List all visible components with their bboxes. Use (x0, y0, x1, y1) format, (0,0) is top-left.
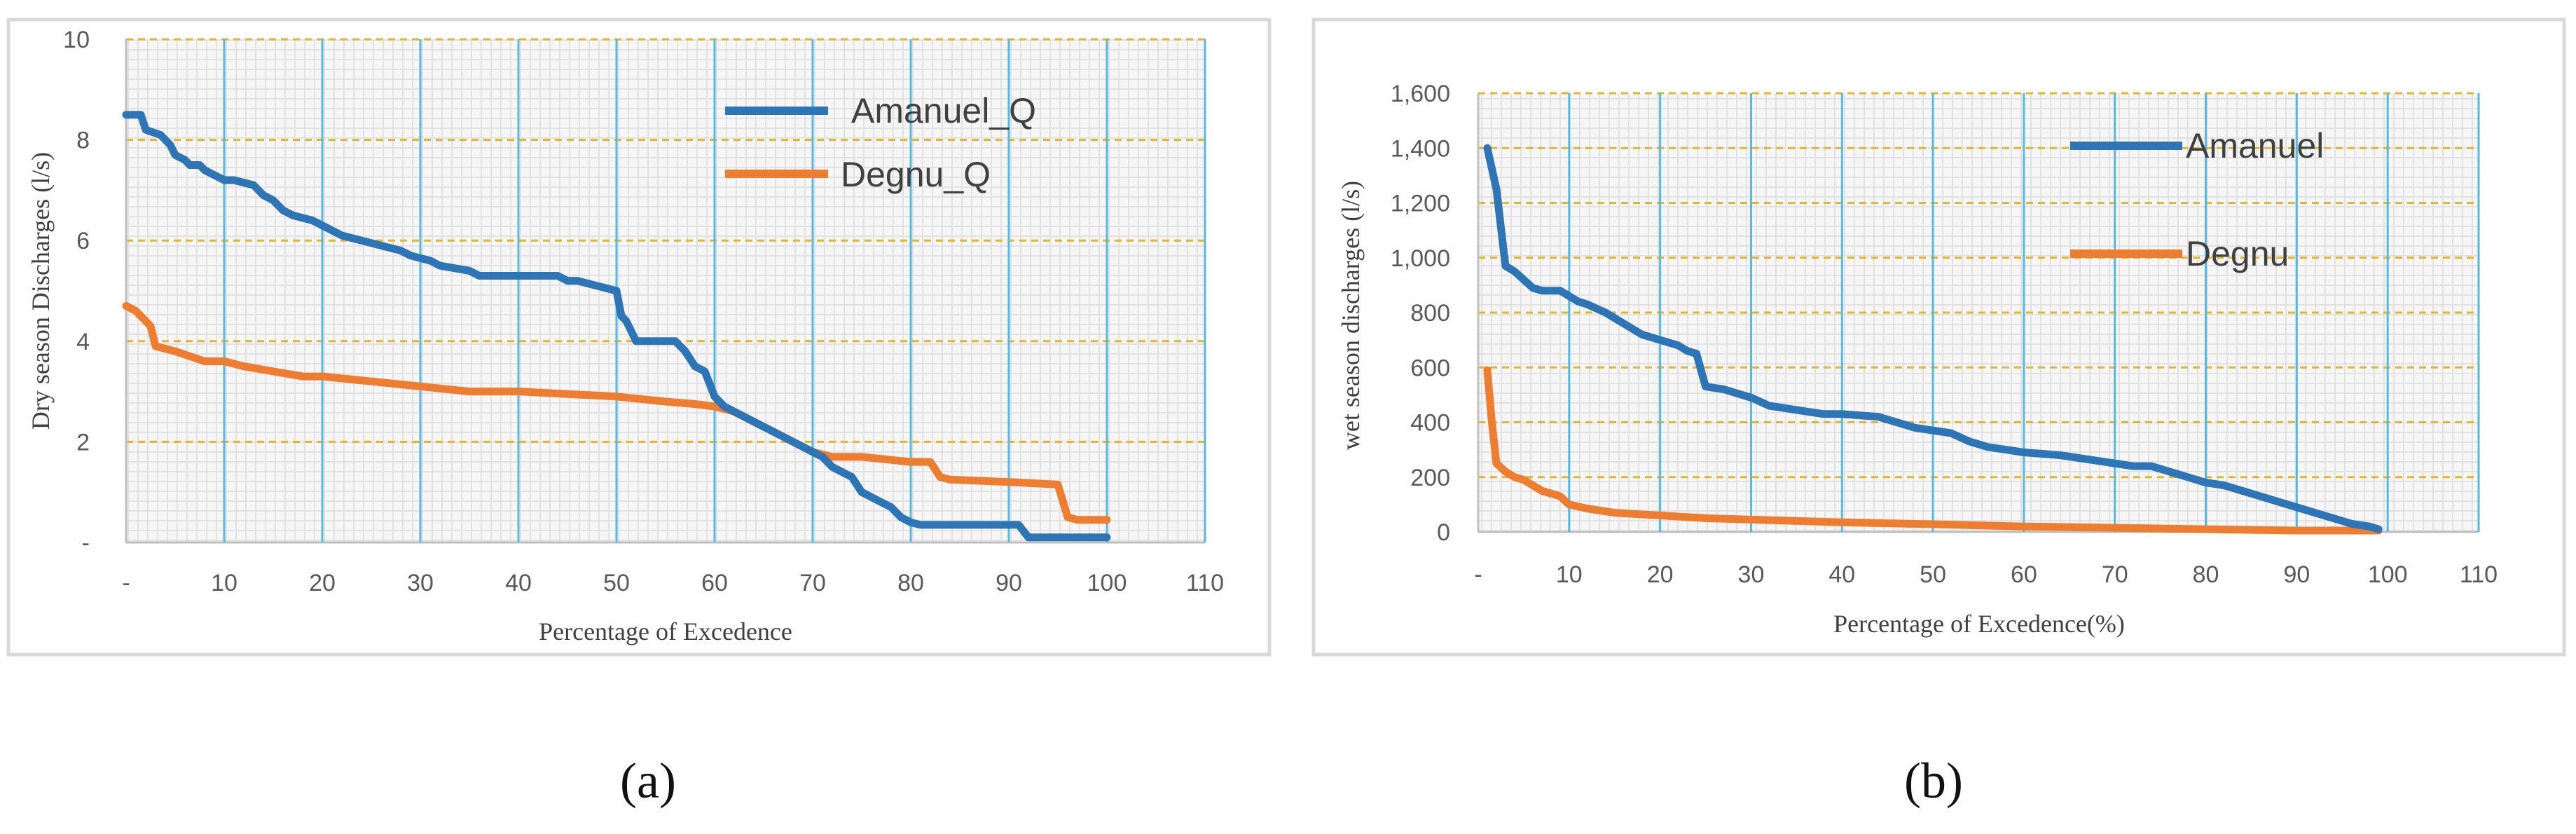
chart-b-y-tick-label: 1,000 (1391, 245, 1450, 272)
chart-b-x-axis-title: Percentage of Excedence(%) (1833, 610, 2125, 638)
chart-a-legend: Amanuel_Q Degnu_Q (725, 91, 1036, 194)
chart-b-x-tick-labels: - 10 20 30 40 50 60 70 80 90 100 110 (1474, 561, 2498, 588)
chart-a-x-tick-labels: - 10 20 30 40 50 60 70 80 90 100 110 (122, 570, 1224, 596)
chart-a-plot-area (126, 39, 1205, 542)
chart-b-series-amanuel (1483, 144, 2383, 533)
chart-b-x-tick-label: 70 (2102, 561, 2128, 588)
chart-a-x-tick-label: 30 (407, 570, 434, 596)
chart-a-gridlines (125, 38, 1206, 544)
chart-a-series-layer (122, 111, 1111, 542)
chart-a-y-tick-label: 4 (76, 329, 90, 355)
chart-a-x-tick-label: 20 (309, 570, 336, 596)
caption-b: (b) (1904, 753, 1963, 809)
chart-b-x-tick-label: 20 (1647, 561, 1674, 588)
chart-b-x-tick-label: 40 (1828, 561, 1855, 588)
caption-a: (a) (620, 753, 676, 809)
chart-b-y-tick-label: 1,200 (1391, 191, 1450, 217)
chart-b-x-tick-label: 10 (1556, 561, 1583, 588)
chart-b-y-tick-label: 400 (1410, 410, 1450, 437)
chart-a-series-degnu-q (122, 302, 1111, 524)
chart-a-y-tick-label: 6 (76, 228, 90, 254)
chart-b-x-tick-label: 50 (1920, 561, 1946, 588)
chart-a-x-tick-label: 60 (701, 570, 728, 596)
chart-a-x-tick-label: 100 (1087, 570, 1127, 596)
chart-b-y-axis-title: wet season discharges (l/s) (1337, 181, 1365, 450)
chart-b-x-tick-label: 60 (2011, 561, 2037, 588)
chart-b-series-layer (1483, 144, 2383, 535)
chart-b-y-tick-label: 200 (1410, 465, 1450, 491)
chart-a-y-tick-label: 8 (76, 128, 90, 154)
chart-a-x-tick-label: 50 (603, 570, 630, 596)
legend-a-amanuel-label: Amanuel_Q (851, 91, 1036, 130)
chart-a-y-tick-label: 10 (63, 27, 90, 53)
chart-b-y-tick-label: 800 (1410, 300, 1450, 327)
chart-a-y-axis-title: Dry season Discharges (l/s) (27, 152, 55, 430)
chart-b-y-tick-labels: 0 200 400 600 800 1,000 1,200 1,400 1,600 (1391, 81, 1450, 546)
chart-b-y-tick-label: 600 (1410, 355, 1450, 381)
chart-a-y-tick-labels: - 2 4 6 8 10 (63, 27, 90, 556)
chart-b-y-tick-label: 0 (1437, 519, 1450, 546)
chart-b-x-tick-label: 90 (2283, 561, 2310, 588)
chart-a-series-amanuel-q (122, 111, 1111, 542)
chart-b-y-tick-label: 1,600 (1391, 81, 1450, 107)
legend-b-amanuel-label: Amanuel (2186, 126, 2324, 165)
chart-a-x-axis-title: Percentage of Excedence (539, 617, 792, 645)
chart-a-x-tick-label: 80 (897, 570, 924, 596)
chart-b-x-tick-label: 110 (2460, 561, 2498, 588)
chart-a-x-tick-label: 110 (1186, 570, 1224, 596)
legend-b-degnu-label: Degnu (2186, 234, 2289, 273)
chart-a-y-tick-label: 2 (76, 429, 90, 456)
chart-b-series-degnu (1483, 366, 2383, 535)
chart-panel-a: - 2 4 6 8 10 - 10 20 30 40 50 60 70 80 90 100 110 Percen… (6, 18, 1272, 657)
chart-b-x-tick-label: 100 (2368, 561, 2408, 588)
chart-a-y-tick-label: - (82, 530, 90, 556)
legend-a-degnu-label: Degnu_Q (841, 155, 991, 194)
chart-a-x-tick-label: 70 (799, 570, 826, 596)
chart-b-x-tick-label: - (1474, 561, 1482, 588)
chart-b-legend: Amanuel Degnu (2070, 126, 2324, 273)
chart-a-x-tick-label: 90 (996, 570, 1022, 596)
chart-b-x-tick-label: 80 (2193, 561, 2219, 588)
chart-a-x-tick-label: 40 (505, 570, 532, 596)
chart-panel-b: 0 200 400 600 800 1,000 1,200 1,400 1,600 - 10 20 3… (1311, 18, 2566, 657)
chart-b-x-tick-label: 30 (1738, 561, 1765, 588)
chart-b-y-tick-label: 1,400 (1391, 135, 1450, 162)
chart-a-x-tick-label: - (122, 570, 130, 596)
chart-a-x-tick-label: 10 (211, 570, 237, 596)
